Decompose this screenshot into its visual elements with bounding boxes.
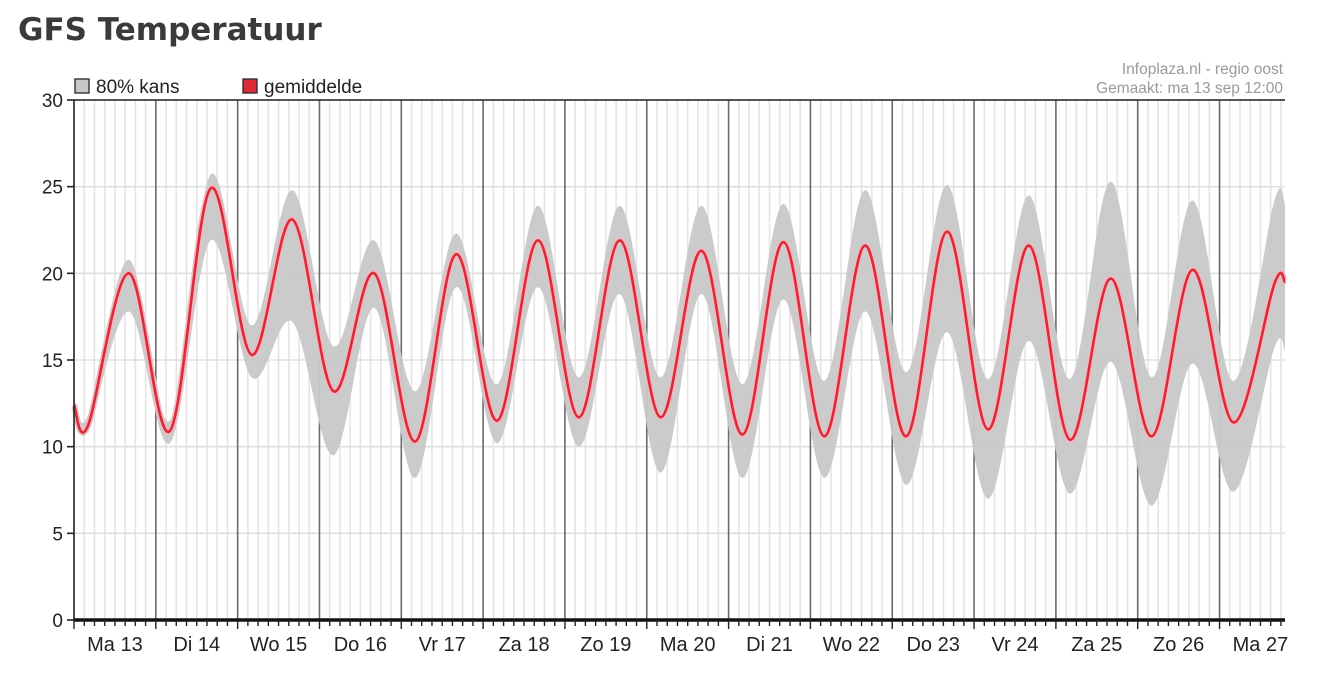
y-tick-label: 25 xyxy=(42,178,63,199)
mean-point xyxy=(250,354,253,356)
mean-point xyxy=(659,416,662,419)
created-label: Gemaakt: ma 13 sep 12:00 xyxy=(1096,80,1283,97)
y-tick-label: 5 xyxy=(52,524,63,545)
mean-point xyxy=(87,425,89,427)
x-tick-label: Vr 17 xyxy=(419,634,466,656)
mean-point xyxy=(537,239,539,242)
mean-point xyxy=(373,272,376,275)
x-tick-label: Za 18 xyxy=(498,634,549,656)
mean-point xyxy=(128,272,130,275)
y-tick-label: 10 xyxy=(42,438,63,459)
mean-point xyxy=(700,250,703,252)
x-tick-label: Vr 24 xyxy=(991,634,1038,656)
mean-point xyxy=(168,430,171,432)
mean-point xyxy=(1232,421,1235,424)
y-axis-ticks: 0 5 10 15 20 25 30 xyxy=(42,91,74,632)
mean-point xyxy=(1284,281,1286,283)
mean-point xyxy=(782,241,785,243)
mean-point xyxy=(1069,438,1071,441)
source-label: Infoplaza.nl - regio oost xyxy=(1122,61,1284,78)
mean-point xyxy=(332,390,335,393)
mean-point xyxy=(414,440,417,443)
source-info: Infoplaza.nl - regio oost Gemaakt: ma 13 … xyxy=(1096,61,1284,97)
x-tick-label: Wo 22 xyxy=(823,634,880,656)
legend-label-mean: gemiddelde xyxy=(264,77,362,98)
y-tick-label: 15 xyxy=(42,351,63,372)
x-tick-label: Di 21 xyxy=(746,634,793,656)
x-tick-label: Do 16 xyxy=(334,634,387,656)
x-tick-label: Ma 27 xyxy=(1233,634,1289,656)
mean-point xyxy=(455,253,457,256)
mean-point xyxy=(1273,282,1276,285)
legend-swatch-band xyxy=(74,78,90,94)
x-tick-label: Ma 13 xyxy=(87,634,143,656)
mean-line xyxy=(72,186,1287,443)
mean-point xyxy=(209,187,212,190)
x-tick-label: Wo 15 xyxy=(250,634,307,656)
mean-point xyxy=(823,435,826,438)
x-tick-label: Zo 26 xyxy=(1153,634,1204,656)
legend-swatch-mean xyxy=(242,78,258,94)
mean-point xyxy=(291,218,294,221)
mean-point xyxy=(1109,277,1112,280)
mean-point xyxy=(1028,244,1030,247)
x-tick-label: Zo 19 xyxy=(580,634,631,656)
mean-point xyxy=(864,244,867,247)
legend-label-band: 80% kans xyxy=(96,77,179,98)
mean-point xyxy=(1150,435,1153,438)
x-tick-label: Ma 20 xyxy=(660,634,716,656)
x-tick-label: Di 14 xyxy=(173,634,220,656)
y-tick-label: 30 xyxy=(42,91,63,112)
mean-point xyxy=(741,433,744,436)
y-tick-label: 0 xyxy=(52,611,63,632)
x-tick-label: Za 25 xyxy=(1071,634,1122,656)
mean-point xyxy=(946,230,948,233)
page-title: GFS Temperatuur xyxy=(18,12,322,48)
mean-layer xyxy=(71,185,1288,445)
legend: 80% kans gemiddelde xyxy=(74,77,362,98)
mean-point xyxy=(496,419,498,422)
mean-point xyxy=(578,416,580,419)
x-axis-ticks: Ma 13 Di 14 Wo 15 Do 16 Vr 17 Za 18 Zo 19 Ma 20… xyxy=(73,620,1289,656)
y-tick-label: 20 xyxy=(42,264,63,285)
mean-point xyxy=(987,428,989,431)
mean-point xyxy=(618,239,621,242)
mean-point xyxy=(905,435,907,438)
x-tick-label: Do 23 xyxy=(906,634,959,656)
mean-point xyxy=(1191,269,1194,271)
